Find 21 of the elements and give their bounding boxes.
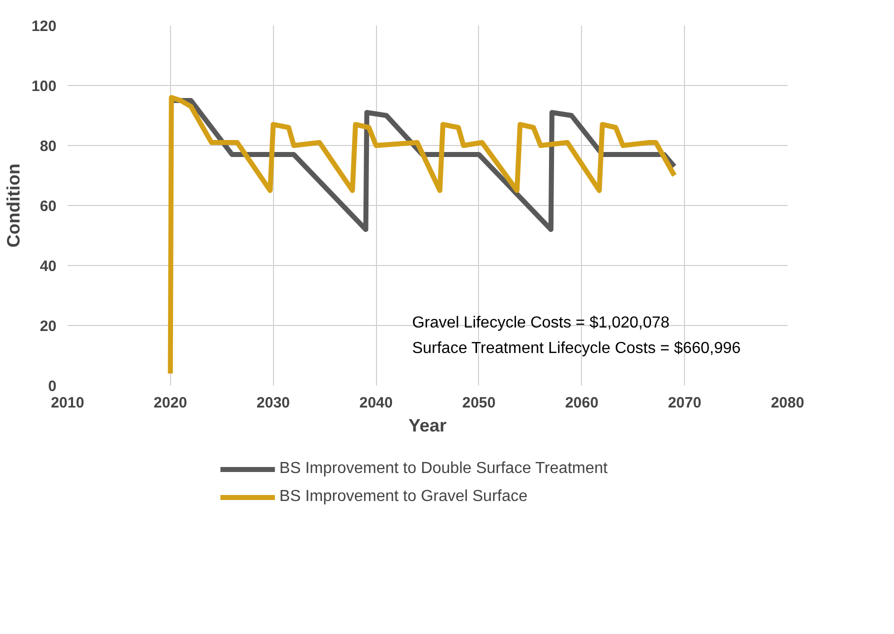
- y-axis-title: Condition: [3, 164, 24, 248]
- y-tick-label: 120: [31, 18, 57, 35]
- y-tick-label: 0: [48, 378, 56, 395]
- y-tick-label: 100: [31, 78, 57, 95]
- y-tick-label: 60: [40, 198, 57, 215]
- x-tick-label: 2060: [565, 394, 598, 412]
- y-tick-label: 80: [40, 138, 57, 155]
- y-tick-label: 40: [40, 258, 57, 275]
- x-axis-title: Year: [408, 416, 447, 436]
- x-tick-label: 2080: [770, 394, 804, 412]
- x-tick-label: 2050: [462, 394, 496, 412]
- x-tick-label: 2010: [50, 394, 84, 412]
- x-tick-label: 2030: [256, 394, 290, 412]
- annotation: Gravel Lifecycle Costs = $1,020,078: [412, 314, 670, 332]
- y-tick-label: 20: [40, 318, 57, 335]
- x-tick-label: 2070: [668, 394, 702, 412]
- x-tick-label: 2020: [154, 394, 188, 412]
- legend-label: BS Improvement to Gravel Surface: [279, 488, 528, 506]
- annotation: Surface Treatment Lifecycle Costs = $660,996: [412, 340, 741, 357]
- x-tick-label: 2040: [359, 394, 393, 412]
- legend-label: BS Improvement to Double Surface Treatment: [279, 460, 608, 478]
